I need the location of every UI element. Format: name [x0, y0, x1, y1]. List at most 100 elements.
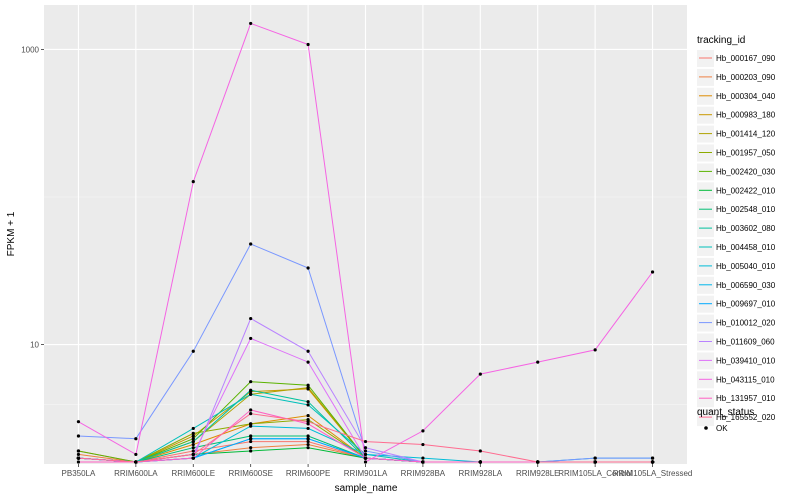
data-point — [249, 392, 253, 396]
legend-label: Hb_002420_030 — [716, 167, 776, 176]
data-point — [249, 242, 253, 246]
legend-label: Hb_000167_090 — [716, 54, 776, 63]
data-point — [191, 452, 195, 457]
data-point — [306, 413, 310, 418]
data-point — [306, 383, 310, 387]
data-point — [363, 456, 368, 460]
data-point — [191, 434, 195, 438]
data-point — [421, 442, 425, 447]
data-point — [191, 439, 195, 444]
data-point — [306, 266, 310, 270]
legend-label: Hb_039410_010 — [716, 356, 776, 365]
legend-label: Hb_004458_010 — [716, 243, 776, 252]
legend-label: Hb_003602_080 — [716, 224, 776, 233]
y-tick-label: 10 — [30, 341, 39, 350]
x-axis-title: sample_name — [335, 483, 398, 494]
x-tick-label: RRIM901LA — [344, 469, 388, 478]
data-point — [249, 439, 253, 444]
data-point — [249, 446, 253, 450]
legend-label: Hb_001957_050 — [716, 149, 776, 158]
x-tick-label: RRIM105LA_Stressed — [613, 469, 693, 478]
legend-label: Hb_165552_020 — [716, 413, 776, 422]
data-point — [363, 460, 368, 464]
x-tick-label: RRIM600LE — [171, 469, 215, 478]
x-tick-label: RRIM600SE — [228, 469, 272, 478]
data-point — [421, 429, 425, 433]
y-axis-title: FPKM + 1 — [6, 211, 17, 256]
data-point — [306, 426, 310, 431]
legend-label: Hb_131957_010 — [716, 394, 776, 403]
data-point — [306, 400, 310, 404]
data-point — [306, 349, 310, 353]
data-point — [249, 316, 253, 321]
data-point — [249, 434, 253, 438]
data-point — [249, 422, 253, 426]
data-point — [191, 446, 195, 450]
data-point — [536, 360, 540, 364]
x-tick-label: RRIM600PE — [286, 469, 330, 478]
legend-label: Hb_005040_010 — [716, 262, 776, 271]
legend-label: Hb_043115_010 — [716, 375, 775, 384]
data-point — [191, 442, 195, 447]
data-point — [306, 403, 310, 407]
legend-label: Hb_002548_010 — [716, 205, 776, 214]
data-point — [249, 424, 253, 428]
legend-label: Hb_000203_090 — [716, 73, 776, 82]
data-point — [191, 426, 195, 431]
data-point — [306, 42, 310, 47]
x-tick-label: RRIM928BA — [401, 469, 446, 478]
legend-label: Hb_001414_120 — [716, 130, 776, 139]
data-point — [191, 449, 195, 453]
data-point — [76, 434, 81, 438]
data-point — [249, 449, 253, 453]
data-point — [191, 349, 195, 353]
data-point — [421, 460, 425, 464]
data-point — [363, 446, 368, 450]
data-point — [306, 446, 310, 450]
status-legend-key — [704, 426, 708, 430]
data-point — [363, 449, 368, 453]
legend-items: Hb_000167_090 Hb_000203_090 Hb_000304_040 H… — [697, 50, 776, 427]
data-point — [249, 412, 253, 416]
data-point — [421, 456, 425, 460]
data-point — [478, 449, 482, 453]
data-point — [249, 336, 253, 341]
data-point — [650, 270, 655, 274]
status-legend-title: quant_status — [697, 407, 754, 418]
y-axis-ticks: 10 1000 — [21, 45, 44, 350]
data-point — [306, 386, 310, 390]
legend-label: Hb_006590_030 — [716, 281, 776, 290]
x-tick-label: RRIM105LA_Control — [558, 469, 632, 478]
data-point — [593, 456, 597, 460]
data-point — [249, 437, 253, 441]
data-point — [306, 360, 310, 364]
legend-title: tracking_id — [697, 35, 745, 46]
data-point — [191, 431, 195, 435]
data-point — [134, 437, 138, 441]
legend-label: Hb_011609_060 — [716, 338, 775, 347]
data-point — [306, 439, 310, 444]
data-point — [593, 460, 597, 464]
data-point — [76, 452, 81, 457]
data-point — [249, 380, 253, 384]
legend-label: Hb_009697_010 — [716, 300, 776, 309]
data-point — [76, 420, 81, 424]
x-tick-label: RRIM928LE — [516, 469, 560, 478]
data-point — [363, 452, 368, 457]
data-points — [76, 21, 655, 464]
data-point — [306, 434, 310, 438]
legend-label: Hb_000304_040 — [716, 92, 776, 101]
x-axis-ticks: PB350LA RRIM600LA RRIM600LE RRIM600SE RRIM60… — [62, 464, 693, 478]
legend-label: Hb_000983_180 — [716, 111, 776, 120]
grid — [44, 5, 687, 464]
data-point — [249, 408, 253, 412]
data-point — [249, 388, 253, 392]
data-point — [306, 437, 310, 441]
data-point — [191, 437, 195, 441]
data-point — [536, 460, 540, 464]
data-point — [593, 348, 597, 352]
data-point — [76, 460, 81, 464]
data-point — [134, 452, 138, 457]
data-point — [478, 372, 482, 376]
